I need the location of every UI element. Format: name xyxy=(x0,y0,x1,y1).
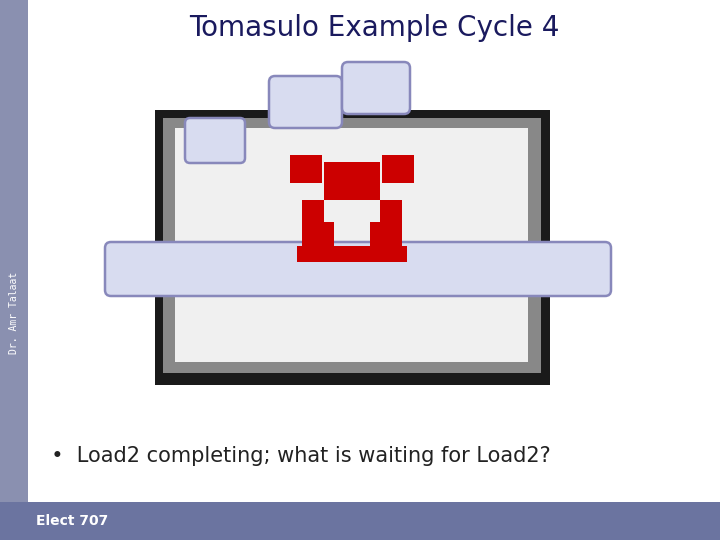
Bar xyxy=(352,200,380,222)
Bar xyxy=(324,200,352,222)
Bar xyxy=(297,246,407,262)
FancyBboxPatch shape xyxy=(342,62,410,114)
Bar xyxy=(382,155,414,183)
Bar xyxy=(370,222,402,246)
Bar xyxy=(155,110,550,385)
Bar xyxy=(163,118,541,373)
Bar xyxy=(324,162,380,204)
Text: Tomasulo Example Cycle 4: Tomasulo Example Cycle 4 xyxy=(189,14,559,42)
FancyBboxPatch shape xyxy=(185,118,245,163)
FancyBboxPatch shape xyxy=(105,242,611,296)
Bar xyxy=(0,0,28,540)
Bar xyxy=(175,128,528,362)
Bar xyxy=(0,502,720,540)
Bar xyxy=(302,222,334,246)
Bar xyxy=(302,200,402,222)
Text: Dr. Amr Talaat: Dr. Amr Talaat xyxy=(9,272,19,354)
Text: •  Load2 completing; what is waiting for Load2?: • Load2 completing; what is waiting for … xyxy=(38,446,551,466)
Bar xyxy=(290,155,322,183)
Text: Elect 707: Elect 707 xyxy=(36,514,108,528)
FancyBboxPatch shape xyxy=(269,76,342,128)
